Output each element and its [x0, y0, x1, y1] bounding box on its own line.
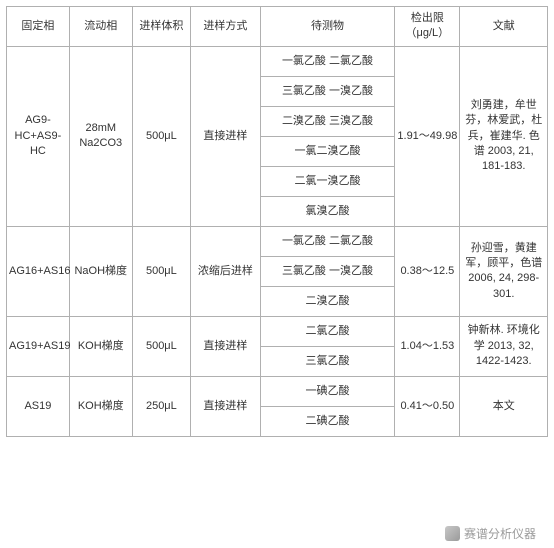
cell-inj-volume: 500μL [132, 316, 190, 376]
th-fixed-phase: 固定相 [7, 7, 70, 47]
cell-analyte: 二氯乙酸 [260, 316, 395, 346]
table-body: AG9-HC+AS9-HC28mM Na2CO3500μL直接进样一氯乙酸 二氯… [7, 46, 548, 436]
watermark: 赛谱分析仪器 [445, 525, 536, 542]
cell-analyte: 一氯乙酸 二氯乙酸 [260, 46, 395, 76]
cell-analyte: 一氯二溴乙酸 [260, 136, 395, 166]
cell-reference: 钟新林. 环境化学 2013, 32, 1422-1423. [460, 316, 548, 376]
cell-mobile-phase: 28mM Na2CO3 [69, 46, 132, 226]
table-header-row: 固定相 流动相 进样体积 进样方式 待测物 检出限（μg/L） 文献 [7, 7, 548, 47]
table-row: AG19+AS19KOH梯度500μL直接进样二氯乙酸1.04～1.53钟新林.… [7, 316, 548, 346]
data-table-container: 固定相 流动相 进样体积 进样方式 待测物 检出限（μg/L） 文献 AG9-H… [0, 0, 554, 443]
th-inj-vol: 进样体积 [132, 7, 190, 47]
cell-lod: 1.91～49.98 [395, 46, 460, 226]
cell-reference: 刘勇建，牟世芬，林爱武，杜兵，崔建华. 色谱 2003, 21, 181-183… [460, 46, 548, 226]
cell-inj-mode: 浓缩后进样 [191, 226, 261, 316]
cell-mobile-phase: NaOH梯度 [69, 226, 132, 316]
cell-inj-mode: 直接进样 [191, 316, 261, 376]
cell-inj-mode: 直接进样 [191, 46, 261, 226]
cell-analyte: 一碘乙酸 [260, 376, 395, 406]
th-lod: 检出限（μg/L） [395, 7, 460, 47]
cell-analyte: 一氯乙酸 二氯乙酸 [260, 226, 395, 256]
table-row: AG16+AS16NaOH梯度500μL浓缩后进样一氯乙酸 二氯乙酸0.38～1… [7, 226, 548, 256]
cell-inj-volume: 250μL [132, 376, 190, 436]
th-analyte: 待测物 [260, 7, 395, 47]
cell-reference: 本文 [460, 376, 548, 436]
cell-fixed-phase: AG16+AS16 [7, 226, 70, 316]
cell-fixed-phase: AG9-HC+AS9-HC [7, 46, 70, 226]
table-row: AG9-HC+AS9-HC28mM Na2CO3500μL直接进样一氯乙酸 二氯… [7, 46, 548, 76]
cell-inj-mode: 直接进样 [191, 376, 261, 436]
cell-fixed-phase: AG19+AS19 [7, 316, 70, 376]
cell-inj-volume: 500μL [132, 46, 190, 226]
cell-analyte: 三氯乙酸 一溴乙酸 [260, 76, 395, 106]
table-row: AS19KOH梯度250μL直接进样一碘乙酸0.41～0.50本文 [7, 376, 548, 406]
th-ref: 文献 [460, 7, 548, 47]
cell-inj-volume: 500μL [132, 226, 190, 316]
cell-analyte: 二溴乙酸 [260, 286, 395, 316]
cell-lod: 0.38～12.5 [395, 226, 460, 316]
watermark-text: 赛谱分析仪器 [464, 525, 536, 542]
th-inj-mode: 进样方式 [191, 7, 261, 47]
cell-lod: 0.41～0.50 [395, 376, 460, 436]
cell-analyte: 二碘乙酸 [260, 406, 395, 436]
cell-mobile-phase: KOH梯度 [69, 316, 132, 376]
th-mobile-phase: 流动相 [69, 7, 132, 47]
chromatography-table: 固定相 流动相 进样体积 进样方式 待测物 检出限（μg/L） 文献 AG9-H… [6, 6, 548, 437]
watermark-icon [445, 526, 460, 541]
cell-reference: 孙迎雪，黄建军，顾平，色谱 2006, 24, 298-301. [460, 226, 548, 316]
cell-analyte: 氯溴乙酸 [260, 196, 395, 226]
cell-analyte: 三氯乙酸 [260, 346, 395, 376]
cell-lod: 1.04～1.53 [395, 316, 460, 376]
cell-analyte: 二溴乙酸 三溴乙酸 [260, 106, 395, 136]
cell-analyte: 三氯乙酸 一溴乙酸 [260, 256, 395, 286]
cell-fixed-phase: AS19 [7, 376, 70, 436]
cell-mobile-phase: KOH梯度 [69, 376, 132, 436]
cell-analyte: 二氯一溴乙酸 [260, 166, 395, 196]
